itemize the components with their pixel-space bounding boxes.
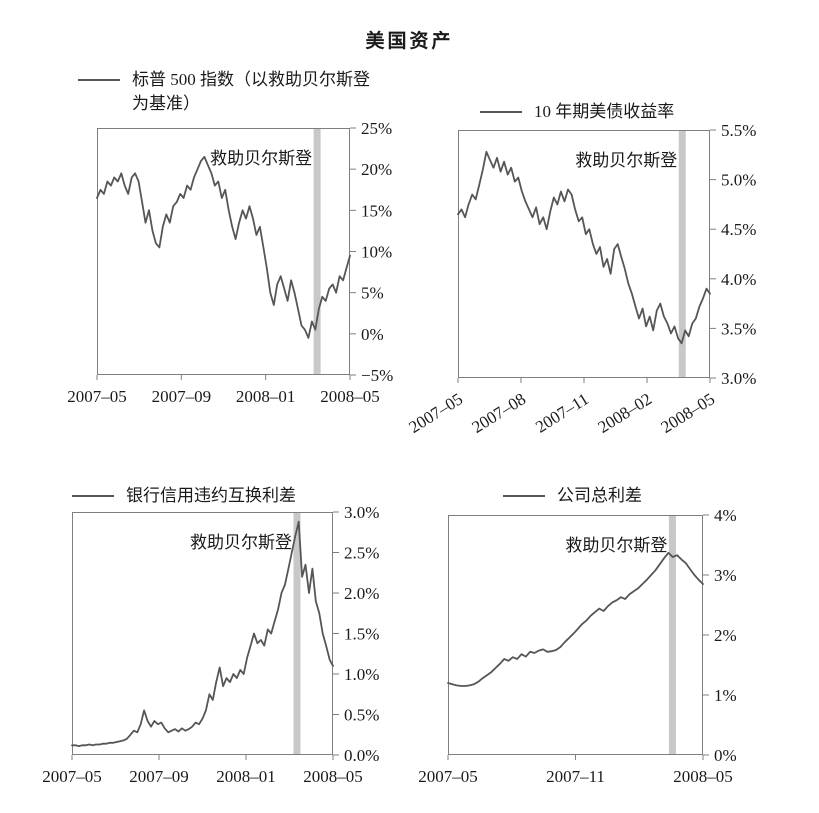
plot-area-bank-cds: 3.0% 2.5% 2.0% 1.5% 1.0% 0.5% 0.0% 2007–05 2007–… [42, 503, 379, 786]
legend-label-line1: 公司总利差 [557, 486, 642, 505]
legend-label-line1: 银行信用违约互换利差 [126, 486, 296, 505]
event-band [293, 512, 301, 755]
x-tick-label: 2007–11 [546, 767, 605, 786]
x-tick-label: 2007–09 [129, 767, 189, 786]
y-tick-label: 3.0% [721, 369, 756, 388]
y-tick-label: 0.0% [344, 746, 379, 765]
y-tick-label: 3.5% [721, 319, 756, 338]
plot-border [72, 512, 333, 755]
y-tick-label: 0% [361, 325, 384, 344]
x-tick-label: 2007–11 [532, 389, 592, 436]
plot-area-10y-treasury: 5.5%5.0%4.5%4.0%3.5%3.0%2007–05 2007–08 20… [406, 121, 757, 437]
legend-corporate-spread: 公司总利差 [503, 484, 642, 508]
x-tick-label: 2008–01 [216, 767, 276, 786]
legend-label-line1: 10 年期美债收益率 [534, 102, 675, 121]
y-tick-label: 5.5% [721, 121, 756, 140]
event-band [668, 515, 676, 755]
legend-10y-treasury: 10 年期美债收益率 [480, 100, 674, 124]
y-tick-label: 0% [714, 746, 737, 765]
x-tick-label: 2008–02 [595, 389, 656, 437]
x-tick-label: 2008–01 [236, 387, 296, 406]
y-tick-label: 2.0% [344, 584, 379, 603]
legend-label: 标普 500 指数（以救助贝尔斯登 为基准） [132, 68, 370, 116]
y-tick-label: 10% [361, 243, 392, 262]
y-tick-label: 2% [714, 626, 737, 645]
legend-label: 银行信用违约互换利差 [126, 484, 296, 508]
x-tick-label: 2007–09 [152, 387, 212, 406]
x-tick-label: 2007–08 [469, 389, 530, 437]
x-tick-label: 2008–05 [303, 767, 363, 786]
x-tick-label: 2008–05 [658, 389, 719, 437]
y-tick-label: 20% [361, 160, 392, 179]
legend-line-swatch [78, 79, 120, 81]
event-annotation: 救助贝尔斯登 [190, 533, 292, 552]
y-tick-label: 1.5% [344, 625, 379, 644]
series-line [457, 150, 711, 345]
plot-area-sp500: 25% 20% 15% 10% 5% 0% −5% 2007–05 2007–09 2008–01… [67, 119, 393, 406]
y-tick-label: 3.0% [344, 503, 379, 522]
y-tick-label: 1% [714, 686, 737, 705]
legend-line-swatch [503, 495, 545, 497]
legend-label-line1: 标普 500 指数（以救助贝尔斯登 [132, 70, 370, 89]
legend-bank-cds: 银行信用违约互换利差 [72, 484, 296, 508]
legend-label: 10 年期美债收益率 [534, 100, 674, 124]
event-band [313, 128, 321, 375]
legend-line-swatch [72, 495, 114, 497]
y-tick-label: 25% [361, 119, 392, 138]
y-tick-label: 15% [361, 201, 392, 220]
legend-label-line2: 为基准） [132, 94, 200, 113]
legend-label: 公司总利差 [557, 484, 642, 508]
legend-sp500: 标普 500 指数（以救助贝尔斯登 为基准） [78, 68, 370, 116]
y-tick-label: 0.5% [344, 706, 379, 725]
legend-line-swatch [480, 111, 522, 113]
series-line [96, 155, 351, 339]
y-tick-label: −5% [361, 366, 393, 385]
event-annotation: 救助贝尔斯登 [575, 151, 677, 170]
y-tick-label: 1.0% [344, 665, 379, 684]
plot-border [448, 515, 703, 755]
y-tick-label: 3% [714, 566, 737, 585]
plot-border [458, 130, 710, 378]
x-tick-label: 2007–05 [67, 387, 127, 406]
event-annotation: 救助贝尔斯登 [565, 536, 667, 555]
event-annotation: 救助贝尔斯登 [210, 149, 312, 168]
series-line [71, 520, 334, 748]
x-tick-label: 2008–05 [320, 387, 380, 406]
y-tick-label: 4.0% [721, 270, 756, 289]
y-tick-label: 5% [361, 284, 384, 303]
x-tick-label: 2008–05 [673, 767, 733, 786]
x-tick-label: 2007–05 [42, 767, 102, 786]
series-line [447, 551, 704, 687]
y-tick-label: 4% [714, 506, 737, 525]
figure-title: 美国资产 [365, 31, 454, 52]
y-tick-label: 4.5% [721, 220, 756, 239]
x-tick-label: 2007–05 [418, 767, 478, 786]
y-tick-label: 2.5% [344, 544, 379, 563]
plot-area-corporate-spread: 4% 3% 2% 1% 0% 2007–05 2007–11 2008–05 救助贝尔斯登 [418, 506, 737, 786]
x-tick-label: 2007–05 [406, 389, 467, 437]
plot-border [97, 128, 350, 375]
y-tick-label: 5.0% [721, 171, 756, 190]
event-band [678, 130, 686, 378]
